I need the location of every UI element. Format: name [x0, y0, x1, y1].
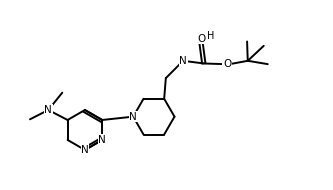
Text: N: N	[129, 112, 137, 122]
Text: H: H	[207, 31, 214, 41]
Text: N: N	[179, 56, 187, 66]
Text: O: O	[197, 34, 205, 44]
Text: O: O	[223, 59, 231, 69]
Text: N: N	[98, 135, 106, 145]
Text: N: N	[81, 145, 89, 155]
Text: N: N	[44, 105, 52, 115]
